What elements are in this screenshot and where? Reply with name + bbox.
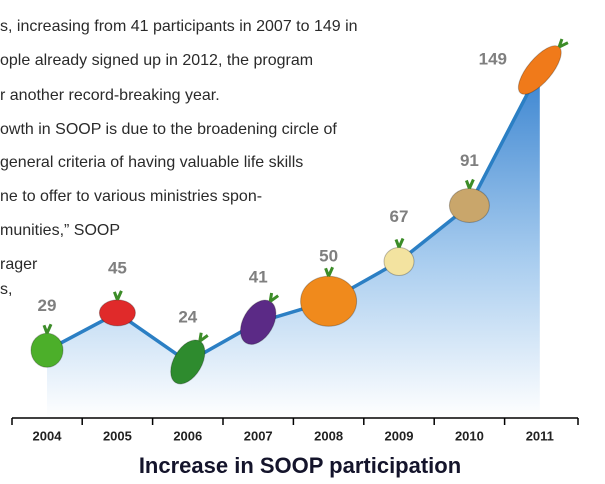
vegetable-marker: [98, 290, 136, 327]
vegetable-stem: [324, 266, 334, 277]
body-text-line: general criteria of having valuable life…: [0, 154, 303, 171]
data-label: 91: [460, 151, 479, 170]
vegetable-body: [170, 339, 206, 385]
body-text-line: s, increasing from 41 participants in 20…: [0, 18, 358, 35]
body-text-line: owth in SOOP is due to the broadening ci…: [0, 121, 337, 138]
vegetable-stem: [42, 323, 53, 334]
data-label: 41: [249, 268, 268, 287]
x-tick-label: 2007: [244, 428, 273, 443]
vegetable-body: [300, 275, 358, 327]
vegetable-marker: [517, 38, 569, 95]
vegetable-body: [240, 299, 277, 345]
vegetable-marker: [448, 178, 490, 223]
body-text-line: ne to offer to various ministries spon-: [0, 188, 262, 205]
vegetable-marker: [300, 266, 358, 327]
vegetable-body: [98, 299, 136, 327]
body-text-line: ople already signed up in 2012, the prog…: [0, 52, 313, 69]
x-tick-label: 2008: [314, 428, 343, 443]
data-label: 149: [479, 49, 507, 68]
x-tick-label: 2004: [33, 428, 63, 443]
data-label: 67: [390, 207, 409, 226]
vegetable-stem: [112, 290, 123, 301]
vegetable-stem: [394, 237, 405, 249]
x-tick-label: 2011: [526, 428, 554, 443]
vegetable-body: [383, 247, 415, 277]
x-tick-label: 2005: [103, 428, 132, 443]
vegetable-stem: [268, 292, 280, 303]
body-text-line: munities,” SOOP: [0, 222, 120, 239]
vegetable-stem: [464, 178, 475, 190]
vegetable-marker: [30, 323, 64, 368]
x-tick-label: 2006: [173, 428, 202, 443]
chart-title: Increase in SOOP participation: [139, 453, 461, 478]
vegetable-body: [448, 187, 490, 223]
vegetable-marker: [170, 332, 209, 385]
data-label: 45: [108, 258, 127, 277]
body-text-line: s,: [0, 281, 12, 298]
vegetable-stem: [557, 38, 569, 49]
vegetable-body: [30, 332, 64, 368]
data-label: 29: [38, 296, 57, 315]
data-label: 24: [178, 307, 197, 326]
x-tick-label: 2010: [455, 428, 484, 443]
x-tick-label: 2009: [385, 428, 414, 443]
data-label: 50: [319, 247, 338, 266]
area-fill: [47, 70, 540, 418]
body-text-line: r another record-breaking year.: [0, 87, 220, 104]
vegetable-marker: [383, 237, 415, 277]
vegetable-marker: [240, 292, 280, 345]
body-text-line: rager: [0, 256, 38, 273]
vegetable-stem: [198, 332, 209, 343]
